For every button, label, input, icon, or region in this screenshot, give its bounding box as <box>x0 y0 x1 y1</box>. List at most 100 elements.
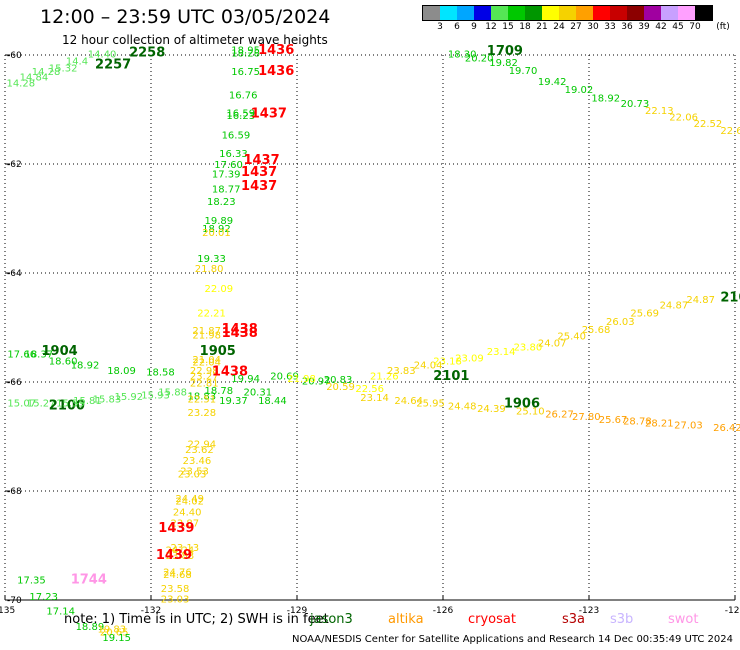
wave-height-label: 22.51 <box>188 395 217 406</box>
wave-height-label: 25.10 <box>516 407 545 418</box>
wave-height-label: 24.49 <box>175 494 204 505</box>
wave-height-label: 19.83 <box>97 625 126 636</box>
legend-label: 30 <box>587 22 599 32</box>
wave-height-label: 17.39 <box>212 170 241 181</box>
wave-height-label: 14.28 <box>6 79 35 90</box>
legend-swatch <box>508 6 525 20</box>
wave-height-label: 23.09 <box>455 353 484 364</box>
wave-height-label: 21.98 <box>192 330 221 341</box>
time-label: 1437 <box>243 153 279 168</box>
wave-height-label: 25.40 <box>557 331 586 342</box>
sat-s3b: s3b <box>610 612 634 627</box>
time-label: 2257 <box>95 58 131 73</box>
time-label: 1439 <box>158 521 194 536</box>
wave-height-label: 23.03 <box>161 595 190 606</box>
wave-height-label: 23.27 <box>190 371 219 382</box>
legend-label: 42 <box>655 22 667 32</box>
wave-height-label: 23.46 <box>183 456 212 467</box>
wave-height-label: 19.33 <box>197 254 226 265</box>
wave-height-label: 15.81 <box>73 396 102 407</box>
time-label: 2258 <box>129 46 165 61</box>
legend-swatch <box>440 6 457 20</box>
legend-swatch <box>559 6 576 20</box>
wave-height-label: 23.03 <box>178 469 207 480</box>
wave-height-label: 16.59 <box>222 130 251 141</box>
wave-height-label: 18.30 <box>448 50 477 61</box>
wave-height-label: 20.01 <box>202 228 231 239</box>
wave-height-label: 15.92 <box>115 392 144 403</box>
wave-height-label: 18.89 <box>76 622 105 633</box>
wave-height-label: 14.84 <box>20 73 49 84</box>
legend-swatches <box>422 5 713 21</box>
credit-line: NOAA/NESDIS Center for Satellite Applica… <box>291 634 733 645</box>
wave-height-label: 23.14 <box>487 347 516 358</box>
y-tick-label: -64 <box>7 269 22 279</box>
wave-height-label: 15.55 <box>56 399 85 410</box>
time-label: 1905 <box>200 344 236 359</box>
wave-height-label: 15.88 <box>158 388 187 399</box>
wave-height-label: 18.92 <box>202 224 231 235</box>
x-tick-label: -123 <box>579 606 599 616</box>
wave-height-label: 23.13 <box>170 543 199 554</box>
wave-height-label: 20.73 <box>621 99 650 110</box>
legend-label: 6 <box>454 22 460 32</box>
x-tick-label: -129 <box>287 606 308 616</box>
wave-height-label: 14.40 <box>88 50 117 61</box>
legend-label: 70 <box>689 22 701 32</box>
wave-height-label: 18.09 <box>107 366 136 377</box>
wave-height-label: 22.09 <box>205 284 234 295</box>
y-tick-label: -60 <box>7 51 22 61</box>
wave-height-label: 19.37 <box>219 396 248 407</box>
legend-swatch <box>695 6 712 20</box>
wave-height-label: 25.68 <box>582 325 611 336</box>
wave-height-label: 15.83 <box>93 395 122 406</box>
wave-height-label: 22.81 <box>190 378 219 389</box>
wave-height-label: 17.23 <box>29 592 58 603</box>
wave-height-label: 23.18 <box>433 357 462 368</box>
y-tick-label: -66 <box>7 378 22 388</box>
wave-height-label: 24.07 <box>538 339 567 350</box>
wave-height-label: 15.93 <box>141 390 170 401</box>
sat-s3a: s3a <box>562 612 586 627</box>
wave-height-label: 22.21 <box>197 309 226 320</box>
wave-height-label: 24.87 <box>660 300 689 311</box>
wave-height-label: 15.27 <box>27 399 56 410</box>
legend-swatch <box>491 6 508 20</box>
time-label: 1437 <box>241 179 277 194</box>
time-label: 1437 <box>241 165 277 180</box>
wave-height-label: 23.28 <box>188 408 217 419</box>
wave-height-label: 24.48 <box>448 401 477 412</box>
wave-height-label: 28.21 <box>645 419 674 430</box>
legend-swatch <box>525 6 542 20</box>
time-label: 2100 <box>49 398 85 413</box>
legend-swatch <box>627 6 644 20</box>
wave-height-label: 23.83 <box>166 551 195 562</box>
wave-height-label: 23.80 <box>514 342 543 353</box>
wave-height-label: 24.39 <box>477 404 506 415</box>
wave-height-label: 16.75 <box>231 67 260 78</box>
wave-height-label: 20.31 <box>243 388 272 399</box>
legend-label: 21 <box>536 22 548 32</box>
wave-height-label: 16.59 <box>226 109 255 120</box>
legend-swatch <box>423 6 440 20</box>
sat-cryosat: cryosat <box>468 612 516 627</box>
legend-label: 18 <box>519 22 531 32</box>
wave-height-label: 18.60 <box>49 357 78 368</box>
wave-height-label: 21.26 <box>370 371 399 382</box>
wave-height-label: 25.67 <box>599 415 628 426</box>
wave-height-label: 22.98 <box>190 366 219 377</box>
wave-height-label: 28.78 <box>623 417 652 428</box>
wave-height-label: 17.66 <box>7 349 36 360</box>
wave-height-label: 22.06 <box>669 112 698 123</box>
x-tick-label: -126 <box>433 606 454 616</box>
wave-height-label: 18.77 <box>212 184 241 195</box>
wave-height-label: 19.94 <box>231 374 260 385</box>
wave-height-label: 23.58 <box>161 584 190 595</box>
page-subtitle: 12 hour collection of altimeter wave hei… <box>62 33 328 47</box>
wave-height-label: 22.61 <box>720 126 740 137</box>
legend-label: 9 <box>471 22 477 32</box>
wave-height-label: 27.03 <box>674 420 703 431</box>
wave-height-label: 20.69 <box>270 371 299 382</box>
wave-height-label: 14.28 <box>32 67 61 78</box>
